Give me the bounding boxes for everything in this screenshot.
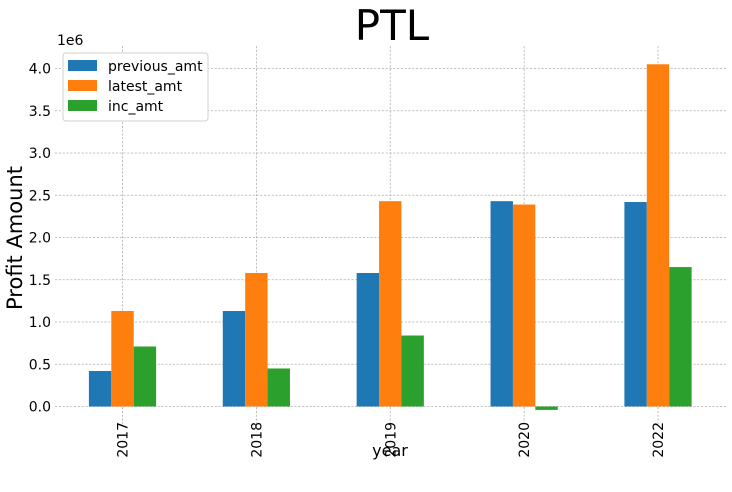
bar-inc_amt-2022 [669,267,692,407]
y-tick-labels: 0.0 0.5 1.0 1.5 2.0 2.5 3.0 3.5 4.0 [29,62,51,416]
bar-previous_amt-2018 [222,311,246,407]
legend: previous_amt latest_amt inc_amt [62,52,209,122]
bar-previous_amt-2020 [490,201,513,407]
bars [88,64,692,410]
legend-swatch-inc_amt [68,100,97,111]
y-tick-label: 1.5 [29,273,51,289]
bar-latest_amt-2019 [379,201,402,407]
bar-latest_amt-2017 [111,311,134,407]
y-tick-label: 3.5 [29,104,51,120]
legend-label-previous_amt: previous_amt [108,59,203,75]
y-tick-label: 3.0 [29,146,51,162]
x-tick-label: 2020 [517,422,533,458]
x-tick-label: 2017 [116,422,132,458]
y-tick-label: 0.5 [29,357,51,373]
bar-latest_amt-2022 [646,64,670,407]
y-axis-scale-label: 1e6 [57,33,84,49]
legend-label-inc_amt: inc_amt [108,99,164,115]
x-tick-label: 2018 [249,422,265,458]
bar-latest_amt-2020 [512,204,536,407]
legend-swatch-latest_amt [68,80,97,91]
bar-inc_amt-2018 [267,368,290,407]
legend-label-latest_amt: latest_amt [108,79,183,95]
x-tick-label: 2019 [383,422,399,458]
legend-swatch-previous_amt [68,60,97,71]
bar-previous_amt-2017 [88,371,112,407]
y-tick-label: 0.0 [29,400,51,416]
bar-previous_amt-2019 [356,272,380,407]
bar-inc_amt-2019 [401,335,424,407]
legend-frame [62,52,209,122]
x-axis-label: year [372,441,408,460]
x-tick-labels: 2017 2018 2019 2020 2022 [116,422,668,458]
bar-previous_amt-2022 [624,202,647,407]
chart-title: PTL [355,1,430,50]
y-tick-label: 1.0 [29,315,51,331]
bar-inc_amt-2020 [535,406,558,410]
y-tick-label: 2.0 [29,231,51,247]
bar-latest_amt-2018 [245,272,268,407]
x-tick-label: 2022 [651,422,667,458]
y-tick-label: 2.5 [29,188,51,204]
y-axis-label: Profit Amount [3,166,27,310]
bar-inc_amt-2017 [133,346,157,407]
y-tick-label: 4.0 [29,62,51,78]
